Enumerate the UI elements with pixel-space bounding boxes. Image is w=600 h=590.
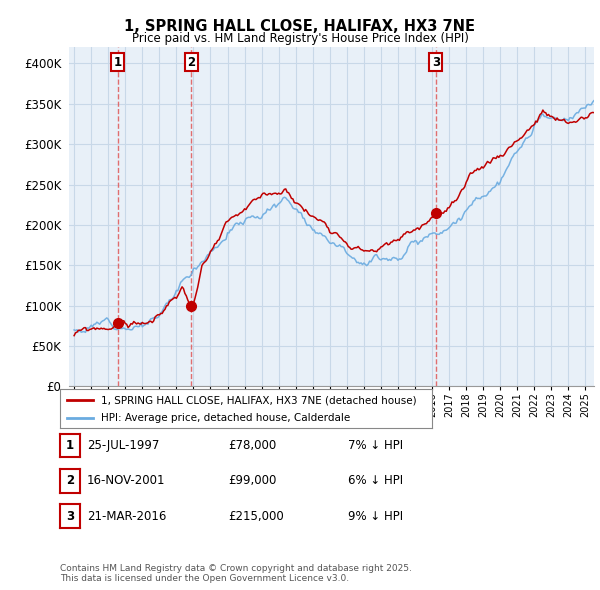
Text: 1: 1 [113,55,122,68]
Text: 6% ↓ HPI: 6% ↓ HPI [348,474,403,487]
Text: Contains HM Land Registry data © Crown copyright and database right 2025.
This d: Contains HM Land Registry data © Crown c… [60,563,412,583]
Text: HPI: Average price, detached house, Calderdale: HPI: Average price, detached house, Cald… [101,413,350,423]
Text: £215,000: £215,000 [228,510,284,523]
Text: 21-MAR-2016: 21-MAR-2016 [87,510,166,523]
Text: £78,000: £78,000 [228,439,276,452]
Text: 7% ↓ HPI: 7% ↓ HPI [348,439,403,452]
Text: 2: 2 [66,474,74,487]
Text: Price paid vs. HM Land Registry's House Price Index (HPI): Price paid vs. HM Land Registry's House … [131,32,469,45]
Text: 1: 1 [66,439,74,452]
Text: 1, SPRING HALL CLOSE, HALIFAX, HX3 7NE: 1, SPRING HALL CLOSE, HALIFAX, HX3 7NE [125,19,476,34]
Text: 9% ↓ HPI: 9% ↓ HPI [348,510,403,523]
Text: 3: 3 [432,55,440,68]
Text: 3: 3 [66,510,74,523]
Text: 16-NOV-2001: 16-NOV-2001 [87,474,166,487]
Text: £99,000: £99,000 [228,474,277,487]
Text: 2: 2 [187,55,196,68]
Text: 25-JUL-1997: 25-JUL-1997 [87,439,160,452]
Text: 1, SPRING HALL CLOSE, HALIFAX, HX3 7NE (detached house): 1, SPRING HALL CLOSE, HALIFAX, HX3 7NE (… [101,395,416,405]
